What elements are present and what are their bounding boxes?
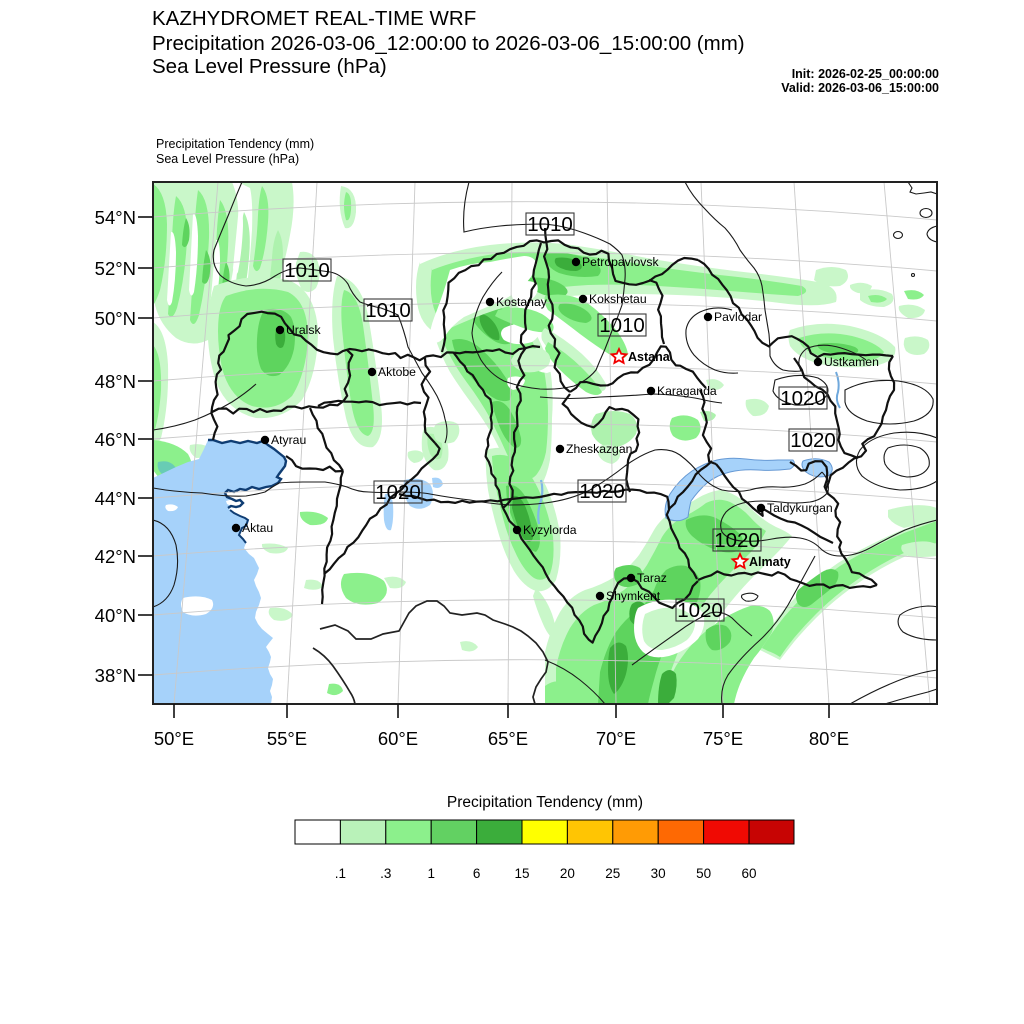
svg-text:Sea Level Pressure (hPa): Sea Level Pressure (hPa): [156, 152, 299, 166]
svg-text:80°E: 80°E: [809, 728, 849, 749]
svg-text:65°E: 65°E: [488, 728, 528, 749]
svg-text:Almaty: Almaty: [749, 555, 791, 569]
svg-text:20: 20: [560, 866, 575, 881]
svg-text:Taldykurgan: Taldykurgan: [767, 501, 833, 515]
svg-text:1: 1: [427, 866, 435, 881]
svg-text:Kokshetau: Kokshetau: [589, 292, 647, 306]
svg-text:Karaganda: Karaganda: [657, 384, 717, 398]
svg-text:50°N: 50°N: [95, 308, 136, 329]
svg-text:1020: 1020: [714, 529, 760, 552]
svg-text:Sea Level Pressure (hPa): Sea Level Pressure (hPa): [152, 55, 387, 78]
svg-text:1010: 1010: [365, 299, 411, 322]
svg-text:1020: 1020: [579, 480, 625, 503]
svg-text:40°N: 40°N: [95, 605, 136, 626]
svg-text:Init: 2026-02-25_00:00:00: Init: 2026-02-25_00:00:00: [792, 67, 939, 81]
svg-text:.3: .3: [380, 866, 391, 881]
svg-text:1010: 1010: [284, 259, 330, 282]
svg-text:44°N: 44°N: [95, 488, 136, 509]
svg-text:55°E: 55°E: [267, 728, 307, 749]
svg-text:Astana: Astana: [628, 350, 671, 364]
svg-text:46°N: 46°N: [95, 429, 136, 450]
svg-text:60°E: 60°E: [378, 728, 418, 749]
svg-text:60: 60: [741, 866, 756, 881]
svg-text:Shymkent: Shymkent: [606, 589, 661, 603]
svg-text:38°N: 38°N: [95, 665, 136, 686]
svg-text:.1: .1: [335, 866, 346, 881]
svg-text:75°E: 75°E: [703, 728, 743, 749]
svg-text:Aktau: Aktau: [242, 521, 273, 535]
svg-text:30: 30: [651, 866, 666, 881]
svg-text:Valid: 2026-03-06_15:00:00: Valid: 2026-03-06_15:00:00: [781, 81, 939, 95]
svg-text:Precipitation 2026-03-06_12:00: Precipitation 2026-03-06_12:00:00 to 202…: [152, 32, 745, 55]
svg-text:50°E: 50°E: [154, 728, 194, 749]
svg-text:1020: 1020: [780, 387, 826, 410]
svg-text:1020: 1020: [790, 429, 836, 452]
svg-text:25: 25: [605, 866, 620, 881]
svg-text:1010: 1010: [527, 213, 573, 236]
svg-text:KAZHYDROMET REAL-TIME WRF: KAZHYDROMET REAL-TIME WRF: [152, 7, 476, 30]
svg-text:Kyzylorda: Kyzylorda: [523, 523, 577, 537]
svg-text:Zheskazgan: Zheskazgan: [566, 442, 632, 456]
svg-text:Precipitation Tendency (mm): Precipitation Tendency (mm): [156, 137, 314, 151]
svg-text:Petropavlovsk: Petropavlovsk: [582, 255, 659, 269]
svg-text:Pavlodar: Pavlodar: [714, 310, 762, 324]
svg-text:Ustkamen: Ustkamen: [824, 355, 879, 369]
svg-text:Taraz: Taraz: [637, 571, 667, 585]
svg-text:42°N: 42°N: [95, 546, 136, 567]
svg-text:1010: 1010: [599, 314, 645, 337]
svg-text:Atyrau: Atyrau: [271, 433, 306, 447]
svg-text:Kostanay: Kostanay: [496, 295, 548, 309]
svg-text:54°N: 54°N: [95, 207, 136, 228]
svg-text:1020: 1020: [677, 599, 723, 622]
svg-text:6: 6: [473, 866, 481, 881]
svg-text:Aktobe: Aktobe: [378, 365, 416, 379]
svg-text:52°N: 52°N: [95, 258, 136, 279]
svg-text:50: 50: [696, 866, 711, 881]
svg-text:70°E: 70°E: [596, 728, 636, 749]
svg-text:15: 15: [514, 866, 529, 881]
svg-text:1020: 1020: [375, 481, 421, 504]
svg-text:48°N: 48°N: [95, 371, 136, 392]
svg-text:Precipitation Tendency (mm): Precipitation Tendency (mm): [447, 794, 643, 811]
svg-text:Uralsk: Uralsk: [286, 323, 321, 337]
